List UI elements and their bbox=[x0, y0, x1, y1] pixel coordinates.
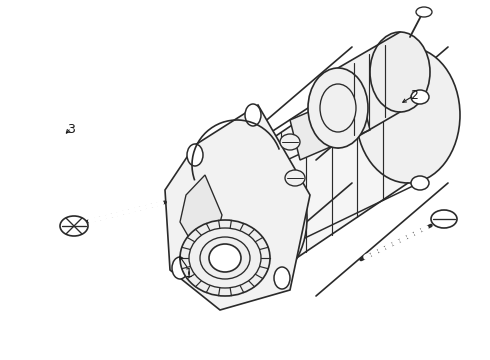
Ellipse shape bbox=[209, 244, 241, 272]
Ellipse shape bbox=[245, 104, 261, 126]
Ellipse shape bbox=[200, 237, 250, 279]
Polygon shape bbox=[290, 90, 370, 160]
Polygon shape bbox=[255, 47, 408, 286]
Ellipse shape bbox=[308, 68, 368, 148]
Ellipse shape bbox=[285, 170, 305, 186]
Ellipse shape bbox=[411, 176, 429, 190]
Text: 1: 1 bbox=[185, 267, 193, 280]
Ellipse shape bbox=[320, 84, 356, 132]
Polygon shape bbox=[165, 105, 310, 310]
Ellipse shape bbox=[187, 144, 203, 166]
Ellipse shape bbox=[180, 220, 270, 296]
Ellipse shape bbox=[172, 257, 188, 279]
Ellipse shape bbox=[280, 134, 300, 150]
Text: 2: 2 bbox=[410, 89, 418, 102]
Ellipse shape bbox=[431, 210, 457, 228]
Ellipse shape bbox=[203, 150, 307, 286]
Ellipse shape bbox=[370, 32, 430, 112]
Ellipse shape bbox=[274, 267, 290, 289]
Ellipse shape bbox=[189, 228, 261, 288]
Ellipse shape bbox=[320, 121, 336, 135]
Polygon shape bbox=[338, 32, 400, 148]
Ellipse shape bbox=[356, 47, 460, 183]
Ellipse shape bbox=[411, 90, 429, 104]
Ellipse shape bbox=[60, 216, 88, 236]
Text: 3: 3 bbox=[67, 123, 75, 136]
Polygon shape bbox=[180, 175, 222, 250]
Ellipse shape bbox=[416, 7, 432, 17]
